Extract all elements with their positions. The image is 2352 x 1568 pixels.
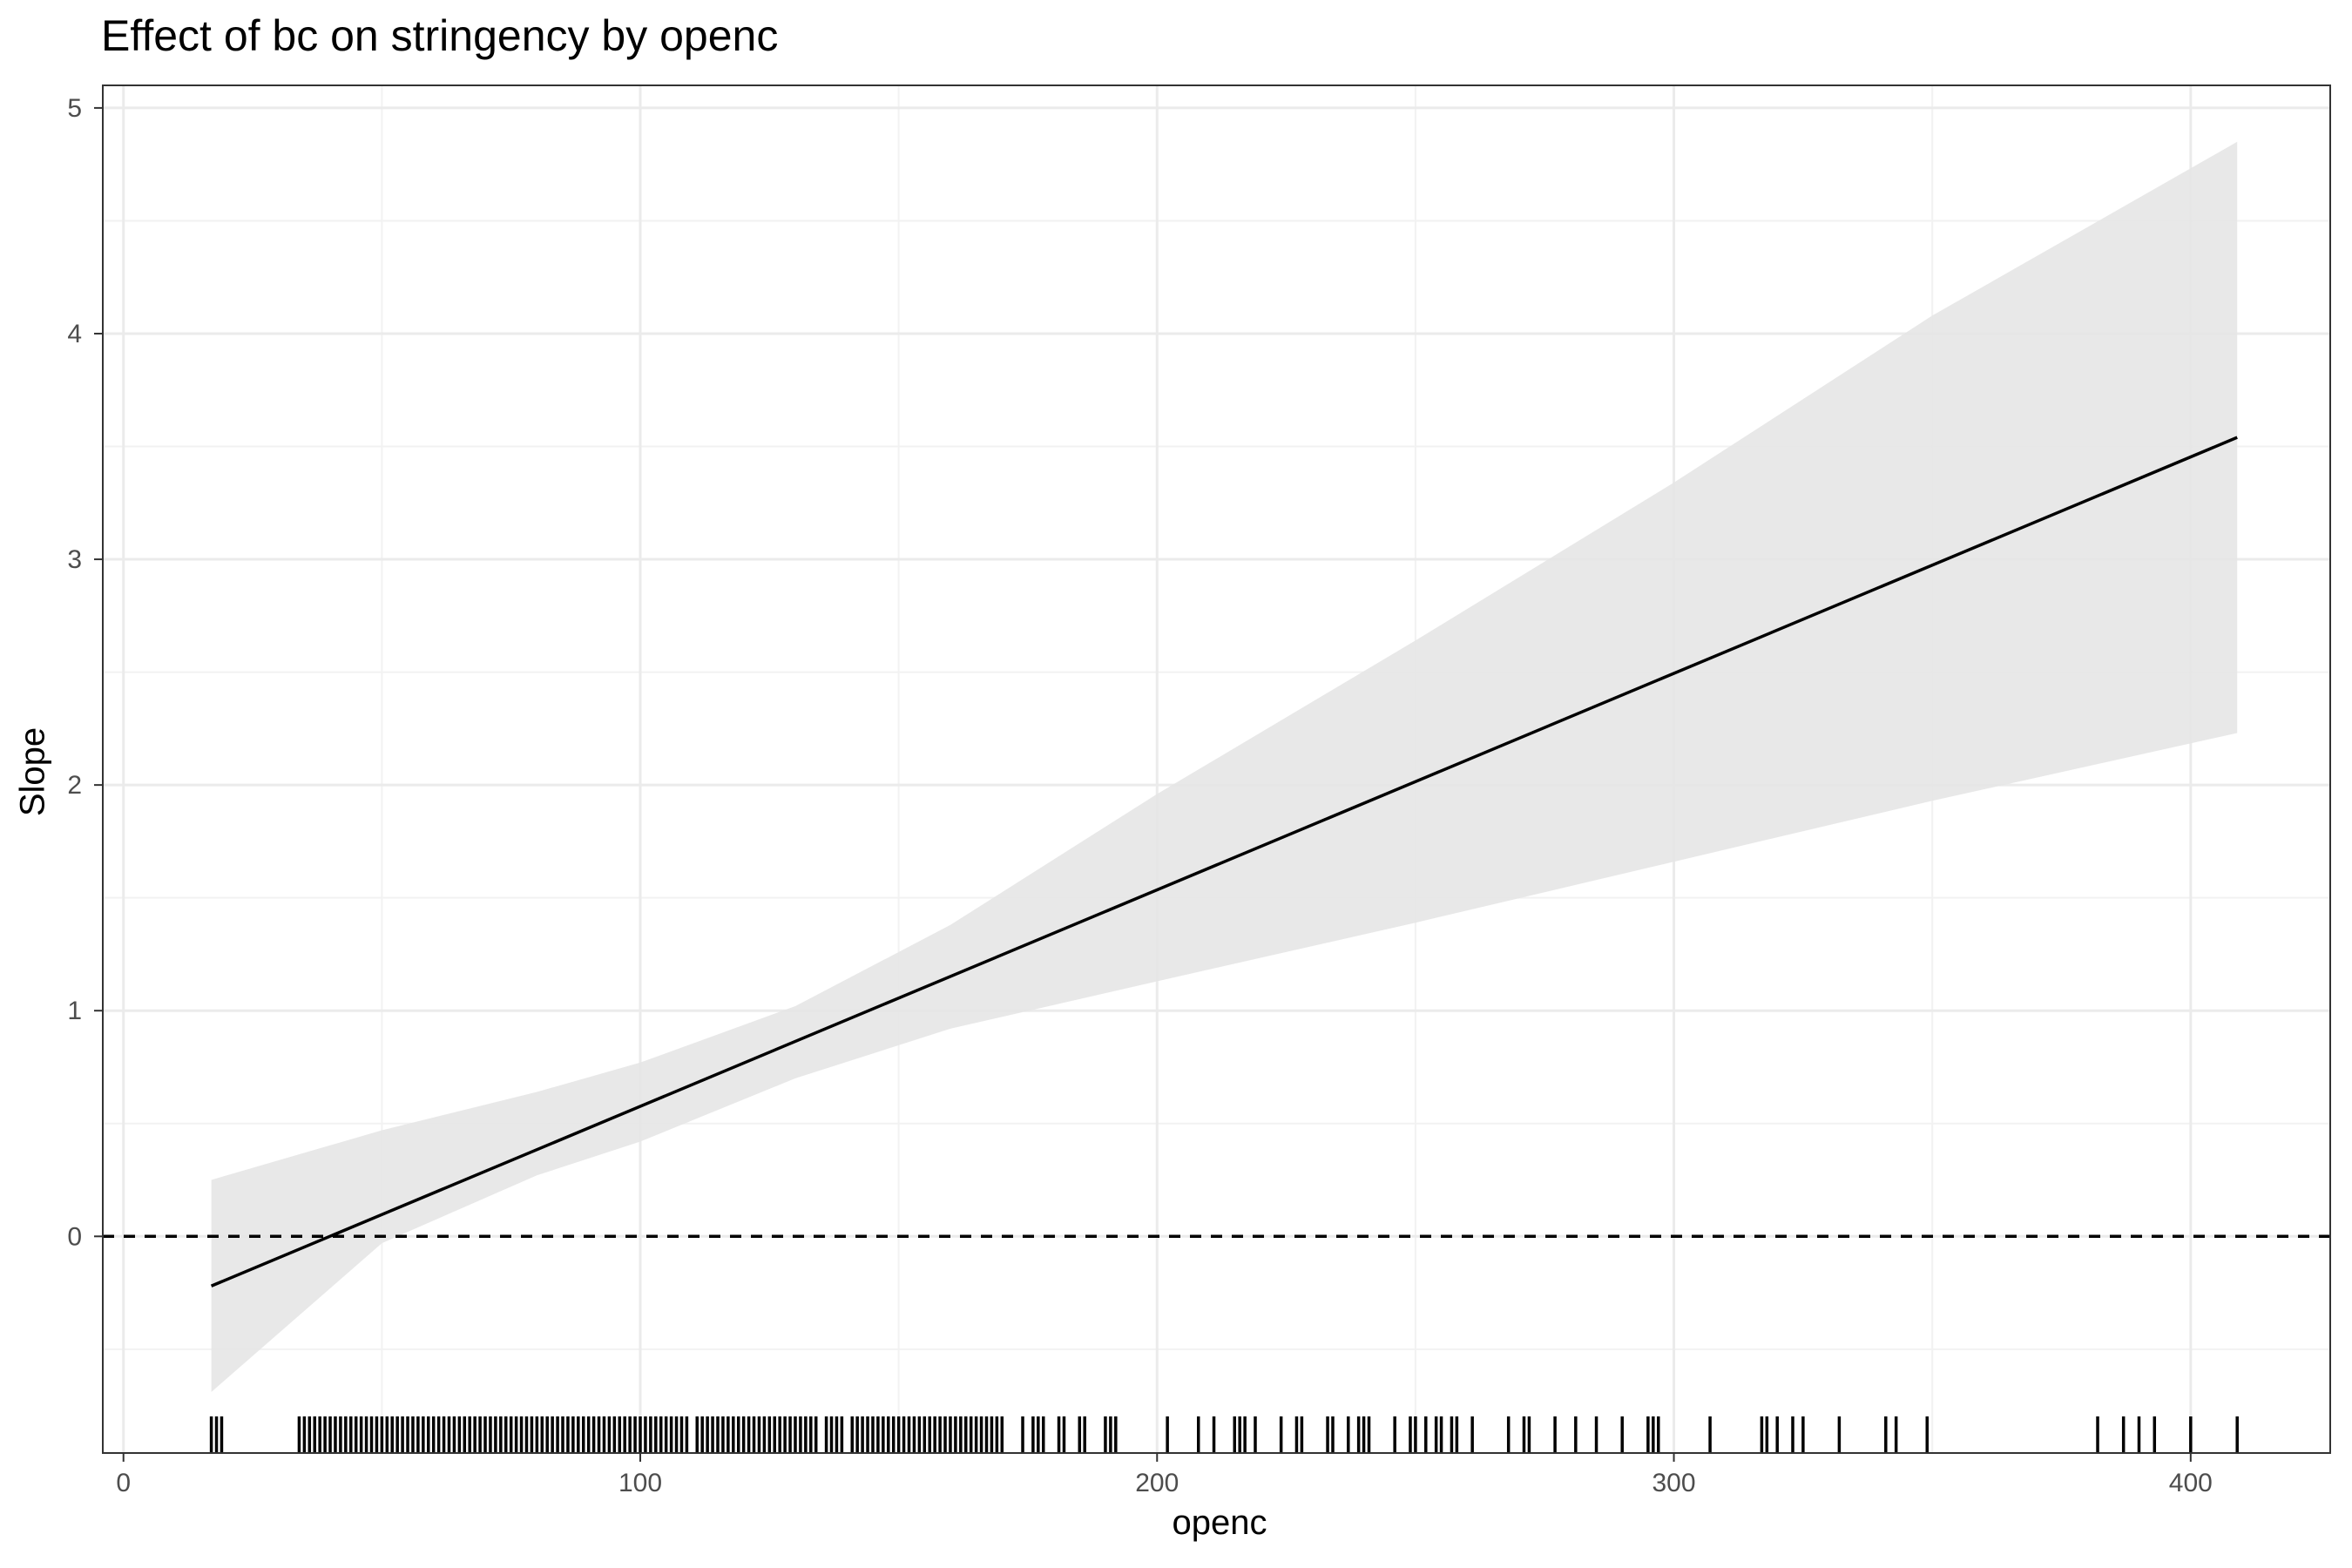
y-tick-label: 5 <box>67 94 82 123</box>
x-tick-label: 300 <box>1652 1469 1696 1497</box>
y-tick-label: 3 <box>67 545 82 574</box>
x-axis: 0 100 200 300 400 <box>116 1453 2213 1497</box>
x-axis-label: openc <box>1172 1504 1267 1542</box>
y-tick-label: 4 <box>67 320 82 348</box>
x-tick-label: 0 <box>116 1469 131 1497</box>
y-tick-label: 2 <box>67 771 82 800</box>
panel-border <box>102 84 2331 1454</box>
y-axis-label: Slope <box>13 727 52 817</box>
y-tick-label: 1 <box>67 997 82 1025</box>
y-tick-label: 0 <box>67 1222 82 1251</box>
x-tick-label: 200 <box>1135 1469 1179 1497</box>
slope-line <box>210 436 2238 1288</box>
y-axis: 0 1 2 3 4 5 <box>67 94 103 1251</box>
x-tick-label: 100 <box>618 1469 662 1497</box>
chart-title: Effect of bc on stringency by openc <box>101 11 779 60</box>
rug-marks <box>209 1416 2239 1453</box>
confidence-band <box>211 141 2238 1392</box>
x-tick-label: 400 <box>2169 1469 2213 1497</box>
